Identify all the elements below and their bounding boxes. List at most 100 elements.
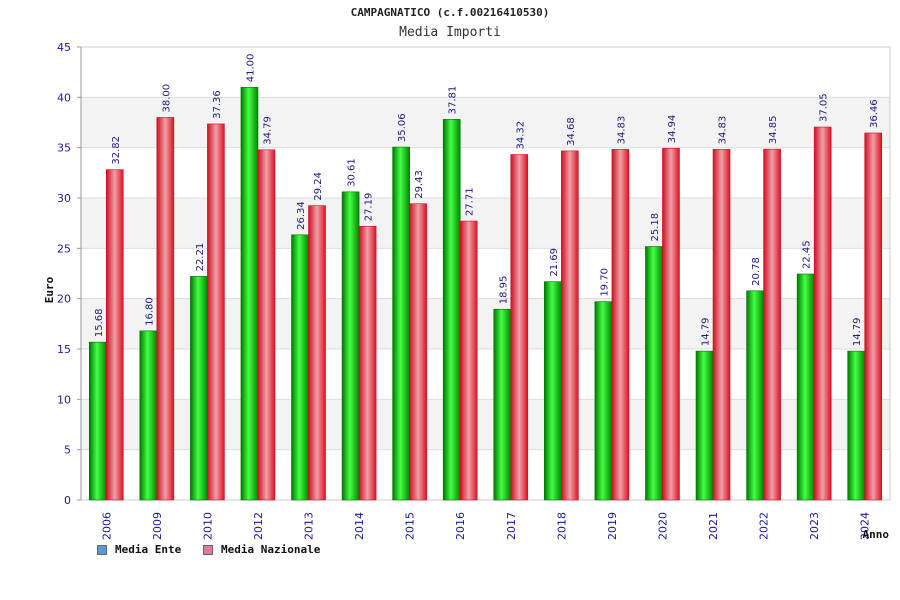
bar-media-ente-2006 (88, 341, 107, 501)
y-tick-label: 40 (57, 91, 71, 104)
data-label: 37.81 (448, 86, 459, 115)
legend-item-media-nazionale: Media Nazionale (203, 543, 320, 556)
bar-media-ente-2015 (392, 146, 410, 501)
bar-media-nazionale-2014 (358, 225, 377, 501)
x-tick-label: 2023 (808, 512, 821, 540)
bar-media-nazionale-2021 (712, 149, 731, 501)
bar-media-ente-2020 (645, 246, 663, 501)
data-label: 26.34 (296, 201, 307, 230)
x-tick-label: 2020 (656, 512, 669, 540)
data-label: 16.80 (144, 297, 155, 326)
chart-subtitle: Media Importi (399, 25, 501, 40)
data-label: 27.19 (364, 193, 375, 222)
bar-media-nazionale-2012 (257, 149, 276, 501)
data-label: 32.82 (111, 136, 122, 165)
bar-media-ente-2010 (190, 276, 208, 501)
data-label: 37.05 (819, 93, 830, 122)
y-tick-label: 15 (57, 343, 71, 356)
y-tick-label: 25 (57, 242, 71, 255)
data-label: 34.94 (667, 115, 678, 144)
bar-media-ente-2019 (594, 301, 613, 501)
data-label: 22.21 (195, 243, 206, 272)
bar-media-nazionale-2019 (611, 149, 630, 501)
bar-media-ente-2017 (493, 308, 512, 501)
bar-media-nazionale-2017 (510, 154, 529, 501)
data-label: 14.79 (701, 317, 712, 346)
bar-media-nazionale-2018 (561, 150, 579, 501)
data-label: 25.18 (650, 213, 661, 242)
bar-media-nazionale-2024 (864, 132, 883, 501)
bar-media-nazionale-2020 (662, 147, 680, 501)
x-tick-label: 2018 (555, 512, 568, 540)
legend-item-media-ente: Media Ente (97, 543, 181, 556)
grid-band (81, 47, 890, 98)
data-label: 21.69 (549, 248, 560, 277)
bar-media-nazionale-2006 (105, 169, 124, 501)
data-label: 18.95 (498, 276, 509, 305)
data-label: 38.00 (161, 84, 172, 113)
data-label: 29.43 (414, 170, 425, 199)
data-label: 37.36 (212, 90, 223, 119)
data-label: 41.00 (245, 54, 256, 83)
bar-media-ente-2022 (746, 290, 764, 501)
data-label: 36.46 (869, 99, 880, 128)
data-label: 34.83 (616, 116, 627, 145)
bar-media-nazionale-2022 (763, 148, 781, 501)
bar-media-ente-2009 (139, 330, 158, 501)
x-tick-label: 2019 (606, 512, 619, 540)
y-tick-label: 30 (57, 192, 71, 205)
legend-swatch-media-ente (97, 544, 107, 555)
legend-label-media-ente: Media Ente (115, 543, 182, 556)
x-tick-label: 2024 (859, 512, 872, 540)
x-tick-label: 2015 (404, 512, 417, 540)
y-tick-label: 20 (57, 293, 71, 306)
x-tick-label: 2017 (505, 512, 518, 540)
y-tick-label: 45 (57, 41, 71, 54)
bar-media-nazionale-2016 (459, 220, 478, 501)
x-tick-label: 2014 (353, 512, 366, 540)
x-tick-label: 2021 (707, 512, 720, 540)
data-label: 34.83 (718, 116, 729, 145)
bar-media-ente-2014 (341, 191, 360, 501)
x-tick-label: 2010 (201, 512, 214, 540)
x-tick-label: 2022 (758, 512, 771, 540)
chart-title: CAMPAGNATICO (c.f.00216410530) (350, 6, 550, 19)
bar-media-ente-2021 (695, 350, 714, 501)
bar-media-ente-2016 (442, 119, 461, 501)
data-label: 34.32 (515, 121, 526, 150)
data-label: 20.78 (751, 257, 762, 286)
data-label: 30.61 (347, 158, 358, 187)
bar-media-ente-2024 (847, 350, 866, 501)
data-label: 35.06 (397, 113, 408, 142)
data-label: 34.85 (768, 116, 779, 145)
data-label: 19.70 (599, 268, 610, 297)
x-tick-label: 2013 (303, 512, 316, 540)
legend-label-media-nazionale: Media Nazionale (221, 543, 321, 556)
bar-media-nazionale-2010 (207, 123, 225, 501)
bar-media-ente-2023 (796, 273, 815, 501)
x-tick-label: 2016 (454, 512, 467, 540)
y-tick-label: 10 (57, 393, 71, 406)
bar-media-ente-2018 (544, 281, 562, 501)
bar-media-nazionale-2013 (308, 205, 326, 501)
y-tick-label: 5 (64, 444, 71, 457)
data-label: 29.24 (313, 172, 324, 201)
y-tick-label: 35 (57, 142, 71, 155)
x-tick-label: 2006 (100, 512, 113, 540)
data-label: 34.68 (566, 117, 577, 146)
data-label: 34.79 (262, 116, 273, 145)
x-axis-label: Anno (863, 528, 890, 541)
x-tick-label: 2009 (151, 512, 164, 540)
y-axis-label: Euro (43, 276, 56, 303)
bar-media-nazionale-2023 (813, 126, 832, 501)
y-tick-label: 0 (64, 494, 71, 507)
bar-media-ente-2012 (240, 86, 259, 501)
data-label: 22.45 (802, 240, 813, 269)
bar-media-ente-2013 (291, 234, 309, 501)
data-label: 15.68 (94, 309, 105, 338)
data-label: 27.71 (465, 187, 476, 216)
bar-media-nazionale-2009 (156, 117, 175, 501)
data-label: 14.79 (852, 317, 863, 346)
legend-swatch-media-nazionale (203, 544, 213, 555)
